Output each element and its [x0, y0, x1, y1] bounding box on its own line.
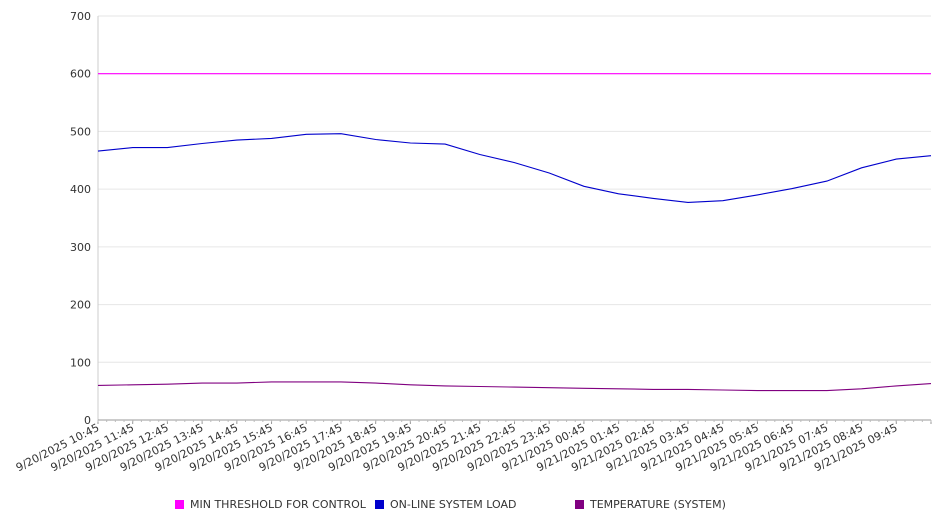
- legend-label: MIN THRESHOLD FOR CONTROL: [190, 498, 366, 511]
- gridlines: [98, 15, 931, 363]
- legend-item-system-load[interactable]: ON-LINE SYSTEM LOAD: [375, 498, 516, 511]
- legend: MIN THRESHOLD FOR CONTROL ON-LINE SYSTEM…: [0, 498, 946, 514]
- legend-item-min-threshold[interactable]: MIN THRESHOLD FOR CONTROL: [175, 498, 366, 511]
- y-tick-label: 500: [70, 125, 91, 138]
- y-tick-label: 600: [70, 68, 91, 81]
- x-tick-labels: 9/20/2025 10:459/20/2025 11:459/20/2025 …: [14, 421, 900, 474]
- legend-label: TEMPERATURE (SYSTEM): [590, 498, 726, 511]
- series-line-2: [97, 381, 932, 392]
- series-lines: [97, 73, 932, 392]
- legend-swatch: [175, 500, 184, 509]
- y-tick-label: 200: [70, 299, 91, 312]
- legend-swatch: [575, 500, 584, 509]
- legend-label: ON-LINE SYSTEM LOAD: [390, 498, 517, 511]
- y-tick-label: 100: [70, 356, 91, 369]
- y-tick-label: 400: [70, 183, 91, 196]
- y-tick-label: 700: [70, 10, 91, 23]
- axes: [97, 16, 932, 424]
- series-line-1: [97, 133, 932, 203]
- legend-swatch: [375, 500, 384, 509]
- y-tick-labels: 0 100 200 300 400 500 600 700: [70, 10, 91, 427]
- legend-item-temperature[interactable]: TEMPERATURE (SYSTEM): [575, 498, 726, 511]
- y-tick-label: 300: [70, 241, 91, 254]
- y-tick-label: 0: [84, 414, 91, 427]
